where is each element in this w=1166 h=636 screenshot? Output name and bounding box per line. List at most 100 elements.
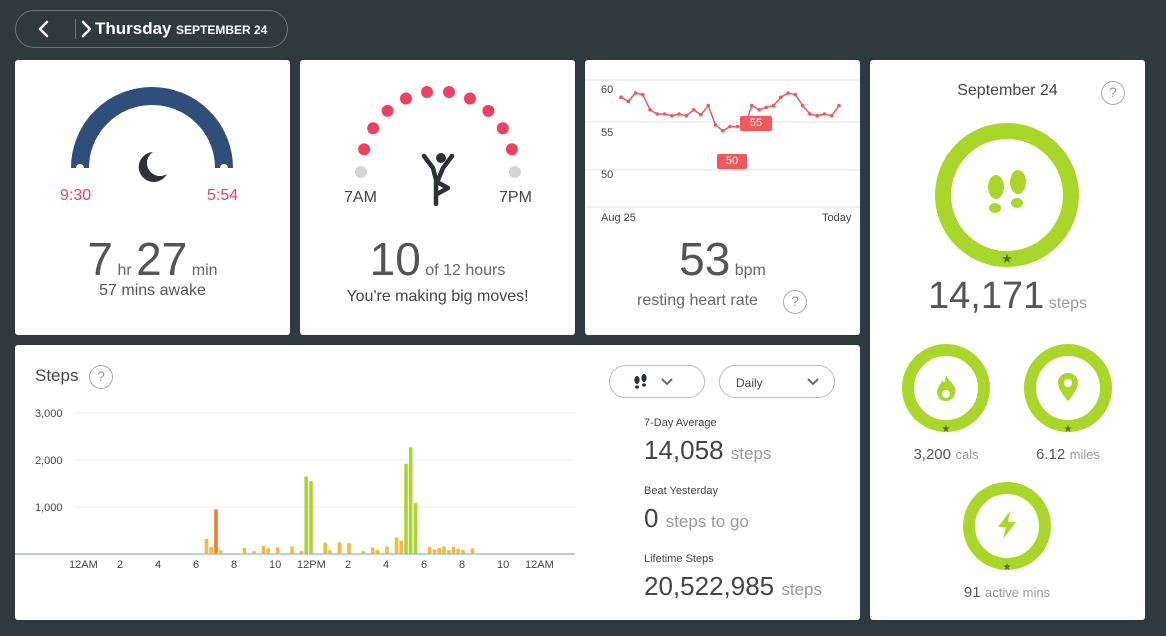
heart-low-marker: 50 xyxy=(717,154,747,169)
summary-date: September 24 xyxy=(957,82,1058,99)
steps-bar xyxy=(446,550,451,554)
heart-high-marker: 55 xyxy=(740,116,772,131)
steps-x-tick: 6 xyxy=(421,559,428,571)
heart-point xyxy=(619,95,623,99)
heart-point xyxy=(750,103,754,108)
lifetime-stat: 20,522,985 steps xyxy=(644,571,822,602)
heart-bpm: 53 bpm xyxy=(585,232,860,286)
heart-point xyxy=(699,113,703,117)
hour-dot xyxy=(505,143,518,156)
chevron-down-icon xyxy=(661,378,673,386)
heart-point xyxy=(771,103,776,108)
heart-point xyxy=(677,112,681,116)
lifetime-label: Lifetime Steps xyxy=(644,553,714,565)
hour-dot xyxy=(358,143,371,156)
steps-x-tick: 2 xyxy=(117,559,124,571)
date-label: SEPTEMBER 24 xyxy=(176,23,268,37)
steps-x-tick: 4 xyxy=(383,559,390,571)
steps-bar xyxy=(442,546,446,554)
heart-rate-tile[interactable]: 60 55 50 Aug 25 Today 55 50 53 bpm resti… xyxy=(585,60,860,335)
heart-point xyxy=(713,123,718,127)
steps-y-tick: 3,000 xyxy=(35,408,63,420)
metric-select[interactable] xyxy=(609,365,705,398)
heart-point xyxy=(837,103,841,108)
heart-help-icon[interactable]: ? xyxy=(783,290,807,314)
steps-bar xyxy=(290,546,294,554)
calories-ring[interactable]: ★ xyxy=(898,340,994,436)
steps-ring[interactable]: ★ xyxy=(932,120,1082,270)
heart-point xyxy=(764,105,769,110)
footsteps-icon xyxy=(988,170,1026,213)
steps-bar xyxy=(408,447,413,554)
heart-point xyxy=(822,112,827,116)
steps-bar xyxy=(456,548,460,554)
summary-steps-value: 14,171 xyxy=(928,275,1045,317)
avg-unit: steps xyxy=(730,444,772,463)
hour-dot xyxy=(400,92,412,105)
beat-label: Beat Yesterday xyxy=(644,485,719,497)
heart-point xyxy=(815,113,819,118)
lightning-bolt-icon xyxy=(998,511,1016,539)
steps-chart-tile: Steps ? 3,000 2,000 1,000 12AM 2 4 6 8 10 12PM… xyxy=(15,345,860,620)
sleep-start-time: 9:30 xyxy=(60,187,92,204)
heart-point xyxy=(720,129,725,133)
heart-y-tick: 50 xyxy=(601,169,614,181)
steps-x-tick: 12AM xyxy=(525,559,554,571)
hourly-activity-tile[interactable]: 7AM 7PM 10 of 12 hours You're making big… xyxy=(300,60,575,335)
chevron-down-icon xyxy=(807,378,819,386)
calories-unit: cals xyxy=(955,447,979,462)
heart-point xyxy=(779,95,783,99)
next-day-button[interactable] xyxy=(76,19,96,39)
heart-x-end: Today xyxy=(822,212,852,224)
footsteps-icon xyxy=(634,374,647,389)
steps-bar xyxy=(461,549,465,554)
steps-bar xyxy=(299,551,304,554)
heart-rate-chart xyxy=(585,79,860,208)
steps-bar xyxy=(304,476,308,554)
hour-dot xyxy=(464,92,476,105)
steps-bar xyxy=(347,543,351,554)
hour-dot xyxy=(482,104,495,117)
heart-point xyxy=(706,103,710,108)
heart-point xyxy=(808,112,812,116)
steps-x-tick: 10 xyxy=(269,559,282,571)
steps-bar xyxy=(337,542,342,555)
summary-steps-unit: steps xyxy=(1048,295,1087,312)
steps-x-tick: 10 xyxy=(497,559,510,571)
calories-stat: 3,200 cals xyxy=(890,446,1002,464)
sleep-duration: 7 hr 27 min xyxy=(15,232,290,286)
steps-x-tick: 6 xyxy=(193,559,200,571)
sleep-minutes-unit: min xyxy=(191,262,218,279)
steps-y-tick: 2,000 xyxy=(35,455,63,467)
steps-bar xyxy=(432,549,437,554)
steps-bar xyxy=(413,503,418,554)
steps-help-icon[interactable]: ? xyxy=(89,365,113,389)
day-name: Thursday xyxy=(95,19,172,38)
steps-bar xyxy=(399,540,403,554)
period-select[interactable]: Daily xyxy=(719,365,835,398)
active-minutes-value: 91 xyxy=(963,584,981,601)
location-pin-icon xyxy=(1058,373,1078,401)
sleep-hours: 7 xyxy=(87,233,114,285)
active-minutes-ring[interactable]: ★ xyxy=(959,478,1055,574)
distance-ring[interactable]: ★ xyxy=(1020,340,1116,436)
heart-bpm-value: 53 xyxy=(679,233,731,285)
svg-text:★: ★ xyxy=(942,424,951,435)
flame-icon xyxy=(937,375,956,401)
sleep-tile[interactable]: 9:30 5:54 7 hr 27 min 57 mins awake xyxy=(15,60,290,335)
hour-dot xyxy=(496,122,509,135)
svg-text:★: ★ xyxy=(1003,562,1012,573)
beat-stat: 0 steps to go xyxy=(644,503,749,534)
summary-help-icon[interactable]: ? xyxy=(1101,81,1125,105)
beat-unit: steps to go xyxy=(665,512,749,531)
hourly-count-suffix: of 12 hours xyxy=(425,262,506,279)
daily-summary-panel: September 24 ? ★ 14,171 steps ★ 3,200 ca… xyxy=(870,60,1145,620)
heart-x-start: Aug 25 xyxy=(601,212,636,224)
active-minutes-stat: 91 active mins xyxy=(930,584,1084,602)
calories-value: 3,200 xyxy=(913,446,951,463)
avg-label: 7-Day Average xyxy=(644,417,717,429)
previous-day-button[interactable] xyxy=(34,19,54,39)
chevron-right-icon xyxy=(81,20,92,38)
steps-bar xyxy=(204,539,209,554)
hourly-summary: 10 of 12 hours xyxy=(300,232,575,286)
